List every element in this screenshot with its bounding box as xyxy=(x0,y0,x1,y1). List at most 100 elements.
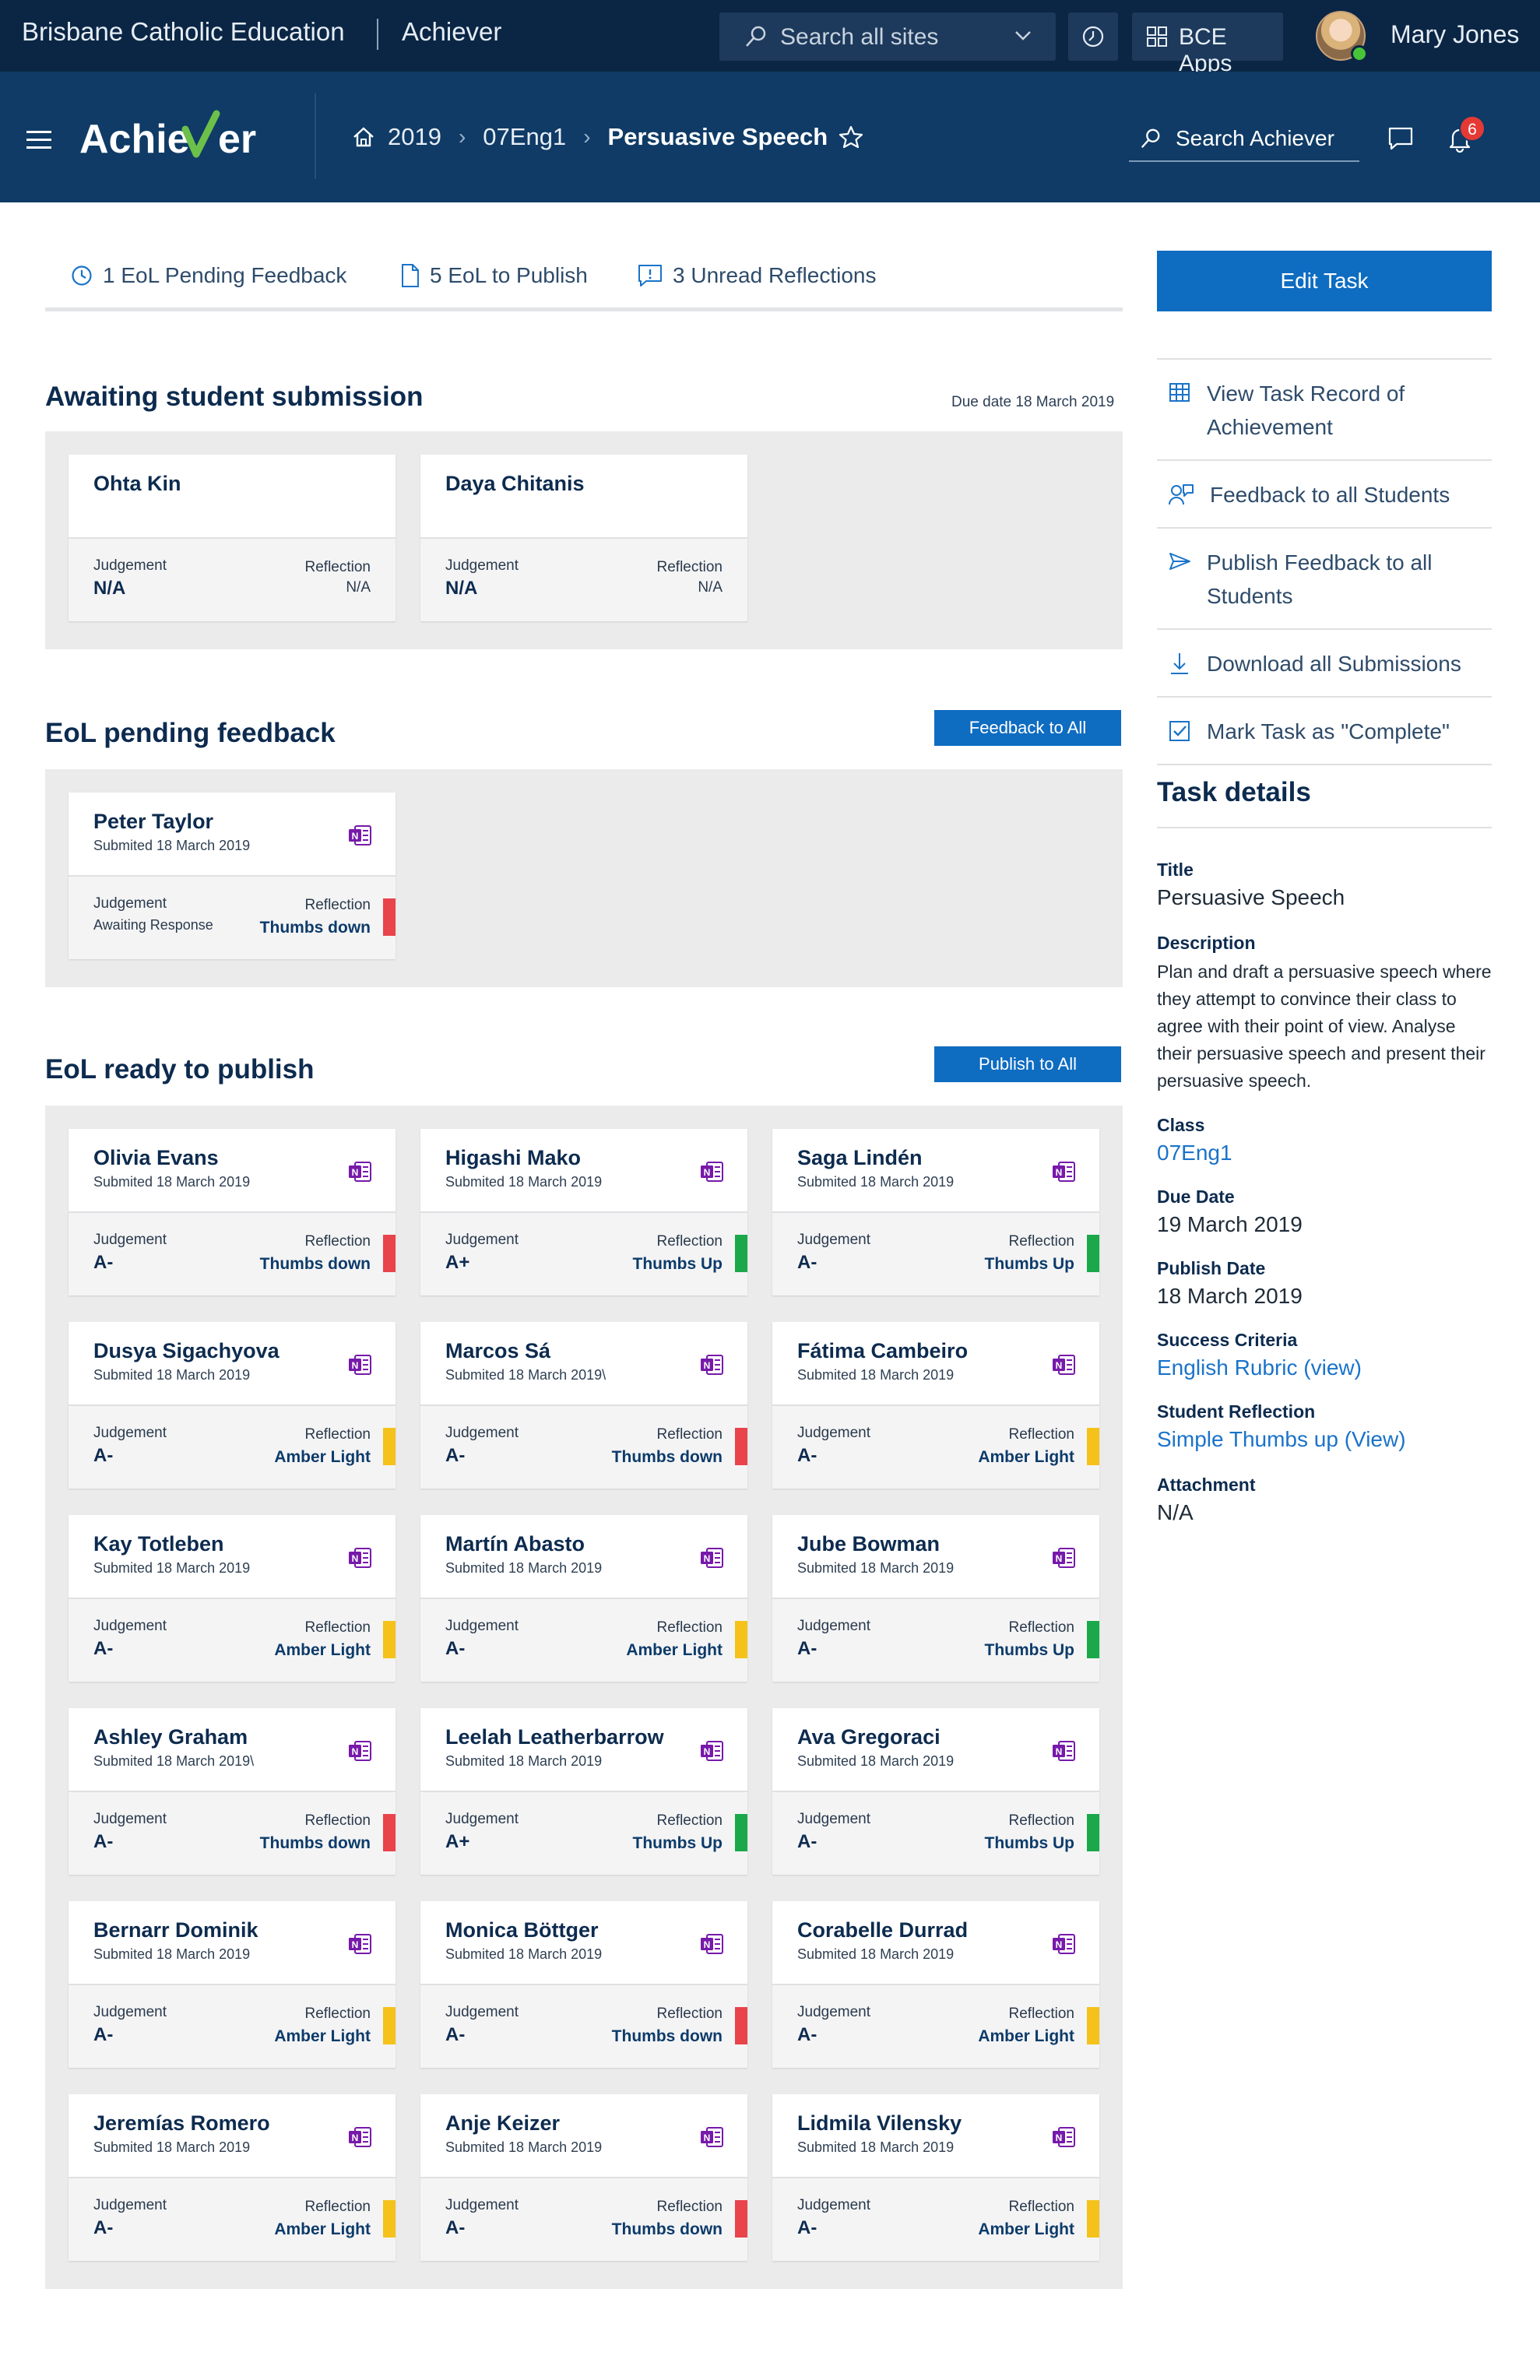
student-card[interactable]: Saga Lindén Submited 18 March 2019 N Judgem… xyxy=(772,1129,1099,1295)
onenote-icon-button[interactable]: N xyxy=(1051,1160,1076,1187)
student-name[interactable]: Fátima Cambeiro xyxy=(797,1339,969,1362)
student-name[interactable]: Kay Totleben xyxy=(93,1532,224,1556)
user-name[interactable]: Mary Jones xyxy=(1391,20,1520,48)
onenote-icon-button[interactable]: N xyxy=(347,2125,372,2153)
student-card[interactable]: Ohta Kin Judgement N/A Reflection N/A xyxy=(69,455,396,621)
onenote-icon-button[interactable]: N xyxy=(699,1932,724,1960)
history-button[interactable] xyxy=(1068,12,1118,61)
judgement-label: Judgement xyxy=(445,1232,519,1248)
edit-task-button[interactable]: Edit Task xyxy=(1157,251,1492,311)
onenote-icon-button[interactable]: N xyxy=(1051,1353,1076,1380)
student-name[interactable]: Jeremías Romero xyxy=(93,2111,270,2135)
task-title-label: Title xyxy=(1157,860,1194,880)
student-name[interactable]: Martín Abasto xyxy=(445,1532,585,1556)
onenote-icon-button[interactable]: N xyxy=(699,1546,724,1573)
student-name[interactable]: Peter Taylor xyxy=(93,810,214,833)
student-card[interactable]: Daya Chitanis Judgement N/A Reflection N/A xyxy=(420,455,747,621)
onenote-icon-button[interactable]: N xyxy=(347,1160,372,1187)
menu-icon[interactable] xyxy=(26,131,51,154)
view-task-record-action[interactable]: View Task Record of Achievement xyxy=(1157,358,1492,459)
onenote-icon-button[interactable]: N xyxy=(699,1160,724,1187)
apps-button[interactable]: BCE Apps xyxy=(1132,12,1283,76)
svg-text:N: N xyxy=(1056,1167,1063,1178)
student-name[interactable]: Saga Lindén xyxy=(797,1146,923,1169)
star-icon[interactable] xyxy=(839,125,863,149)
reflection-label: Reflection xyxy=(656,1426,723,1443)
student-card[interactable]: Marcos Sá Submited 18 March 2019\ N Judgeme… xyxy=(420,1322,747,1489)
student-name[interactable]: Ava Gregoraci xyxy=(797,1725,941,1749)
svg-text:N: N xyxy=(704,1746,711,1757)
judgement-label: Judgement xyxy=(93,1232,167,1248)
mark-complete-action[interactable]: Mark Task as "Complete" xyxy=(1157,696,1492,765)
onenote-icon-button[interactable]: N xyxy=(699,1739,724,1767)
student-card[interactable]: Kay Totleben Submited 18 March 2019 N Judge… xyxy=(69,1515,396,1682)
student-name[interactable]: Ashley Graham xyxy=(93,1725,248,1749)
breadcrumb-class[interactable]: 07Eng1 xyxy=(483,123,567,150)
tab-pending-feedback[interactable]: 1 EoL Pending Feedback xyxy=(70,263,346,288)
onenote-icon-button[interactable]: N xyxy=(347,1932,372,1960)
student-card[interactable]: Ashley Graham Submited 18 March 2019\ N Jud… xyxy=(69,1708,396,1875)
judgement-value: A- xyxy=(445,1638,466,1659)
onenote-icon-button[interactable]: N xyxy=(1051,1546,1076,1573)
student-card[interactable]: Higashi Mako Submited 18 March 2019 N Judge… xyxy=(420,1129,747,1295)
success-criteria-label: Success Criteria xyxy=(1157,1330,1298,1350)
student-card[interactable]: Martín Abasto Submited 18 March 2019 N Judg… xyxy=(420,1515,747,1682)
student-card[interactable]: Jube Bowman Submited 18 March 2019 N Judgem… xyxy=(772,1515,1099,1682)
student-name[interactable]: Daya Chitanis xyxy=(445,472,585,495)
home-icon[interactable] xyxy=(352,126,375,148)
onenote-icon-button[interactable]: N xyxy=(347,824,372,851)
download-submissions-action[interactable]: Download all Submissions xyxy=(1157,628,1492,696)
student-card[interactable]: Jeremías Romero Submited 18 March 2019 N Ju… xyxy=(69,2094,396,2261)
brand-name[interactable]: Brisbane Catholic Education xyxy=(22,17,345,46)
submission-date: Submited 18 March 2019 xyxy=(797,1946,955,1962)
student-card[interactable]: Anje Keizer Submited 18 March 2019 N Judgem… xyxy=(420,2094,747,2261)
onenote-icon-button[interactable]: N xyxy=(347,1546,372,1573)
student-name[interactable]: Corabelle Durrad xyxy=(797,1918,969,1942)
student-name[interactable]: Olivia Evans xyxy=(93,1146,219,1169)
student-name[interactable]: Marcos Sá xyxy=(445,1339,551,1362)
tab-unread-reflections[interactable]: 3 Unread Reflections xyxy=(637,263,876,288)
achiever-search[interactable]: Search Achiever xyxy=(1129,117,1359,162)
onenote-icon-button[interactable]: N xyxy=(347,1353,372,1380)
student-name[interactable]: Jube Bowman xyxy=(797,1532,941,1556)
student-card[interactable]: Lidmila Vilensky Submited 18 March 2019 N J… xyxy=(772,2094,1099,2261)
tab-eol-to-publish[interactable]: 5 EoL to Publish xyxy=(400,263,588,288)
reflection-label: Reflection xyxy=(656,2006,723,2022)
publish-feedback-action[interactable]: Publish Feedback to all Students xyxy=(1157,527,1492,628)
student-name[interactable]: Higashi Mako xyxy=(445,1146,582,1169)
student-card[interactable]: Bernarr Dominik Submited 18 March 2019 N Ju… xyxy=(69,1901,396,2068)
reflection-value: Thumbs down xyxy=(259,1255,371,1273)
student-name[interactable]: Leelah Leatherbarrow xyxy=(445,1725,664,1749)
student-card[interactable]: Ava Gregoraci Submited 18 March 2019 N Judg… xyxy=(772,1708,1099,1875)
student-card[interactable]: Fátima Cambeiro Submited 18 March 2019 N Ju… xyxy=(772,1322,1099,1489)
publish-to-all-button[interactable]: Publish to All xyxy=(934,1046,1121,1082)
global-search[interactable]: Search all sites xyxy=(719,12,1056,61)
onenote-icon-button[interactable]: N xyxy=(347,1739,372,1767)
student-name[interactable]: Lidmila Vilensky xyxy=(797,2111,962,2135)
chat-icon[interactable] xyxy=(1387,126,1414,151)
onenote-icon-button[interactable]: N xyxy=(699,1353,724,1380)
achiever-logo[interactable]: Achie er xyxy=(78,109,280,165)
student-card[interactable]: Leelah Leatherbarrow Submited 18 March 20… xyxy=(420,1708,747,1875)
product-name[interactable]: Achiever xyxy=(402,17,502,46)
onenote-icon-button[interactable]: N xyxy=(1051,1932,1076,1960)
feedback-to-all-students-action[interactable]: Feedback to all Students xyxy=(1157,459,1492,527)
onenote-icon-button[interactable]: N xyxy=(1051,1739,1076,1767)
task-class-link[interactable]: 07Eng1 xyxy=(1157,1141,1232,1165)
success-criteria-link[interactable]: English Rubric (view) xyxy=(1157,1355,1362,1380)
student-card[interactable]: Corabelle Durrad Submited 18 March 2019 N J… xyxy=(772,1901,1099,2068)
onenote-icon-button[interactable]: N xyxy=(699,2125,724,2153)
student-name[interactable]: Monica Böttger xyxy=(445,1918,599,1942)
student-card[interactable]: Olivia Evans Submited 18 March 2019 N Judge… xyxy=(69,1129,396,1295)
student-card[interactable]: Peter Taylor Submited 18 March 2019 N Judge… xyxy=(69,793,396,959)
student-name[interactable]: Anje Keizer xyxy=(445,2111,561,2135)
student-card[interactable]: Monica Böttger Submited 18 March 2019 N Jud… xyxy=(420,1901,747,2068)
student-reflection-link[interactable]: Simple Thumbs up (View) xyxy=(1157,1427,1406,1451)
student-name[interactable]: Ohta Kin xyxy=(93,472,181,495)
student-name[interactable]: Dusya Sigachyova xyxy=(93,1339,280,1362)
feedback-to-all-button[interactable]: Feedback to All xyxy=(934,710,1121,746)
breadcrumb-year[interactable]: 2019 xyxy=(388,123,441,150)
onenote-icon-button[interactable]: N xyxy=(1051,2125,1076,2153)
student-name[interactable]: Bernarr Dominik xyxy=(93,1918,258,1942)
student-card[interactable]: Dusya Sigachyova Submited 18 March 2019 N J… xyxy=(69,1322,396,1489)
